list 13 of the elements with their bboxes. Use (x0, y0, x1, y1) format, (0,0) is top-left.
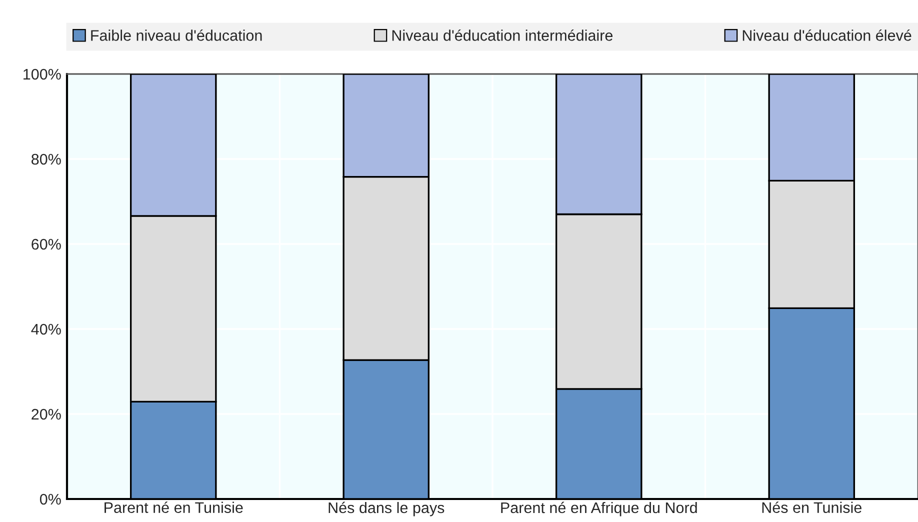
y-tick-label: 60% (32, 238, 61, 250)
x-tick-label: Parent né en Tunisie (104, 502, 243, 513)
legend-label: Niveau d'éducation intermédiaire (392, 29, 613, 41)
y-tick-label: 100% (24, 68, 61, 80)
y-tick-label: 0% (40, 494, 61, 505)
legend-label: Faible niveau d'éducation (91, 29, 262, 41)
y-tick-label: 80% (32, 154, 61, 165)
x-tick-label: Parent né en Afrique du Nord (501, 502, 697, 516)
y-tick-label: 20% (32, 408, 61, 420)
y-tick-label: 40% (31, 324, 61, 335)
x-tick-label: Nés dans le pays (328, 502, 444, 516)
x-tick-label: Nés en Tunisie (762, 502, 862, 513)
legend-label: Niveau d'éducation élevé (742, 29, 912, 41)
